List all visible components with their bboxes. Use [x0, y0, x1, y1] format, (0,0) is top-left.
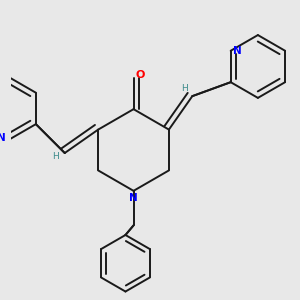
Text: O: O: [136, 70, 145, 80]
Text: H: H: [181, 84, 188, 93]
Text: N: N: [233, 46, 242, 56]
Text: N: N: [0, 133, 6, 143]
Text: N: N: [129, 193, 138, 203]
Text: H: H: [52, 152, 59, 160]
